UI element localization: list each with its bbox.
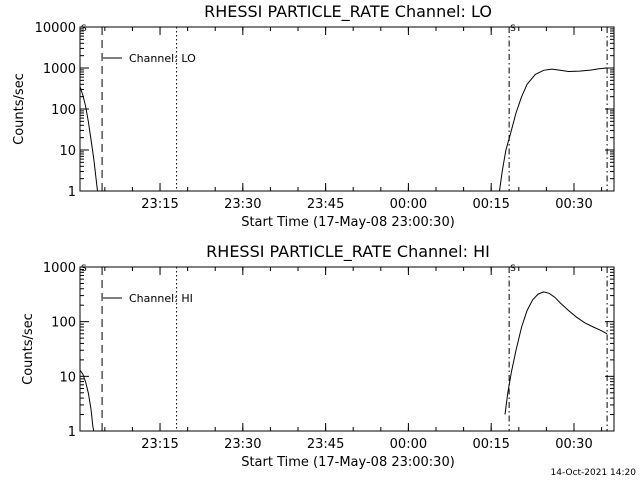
timestamp: 14-Oct-2021 14:20 (551, 468, 637, 478)
panel-hi-y-tick-label: 100 (51, 316, 76, 331)
panel-hi-xlabel: Start Time (17-May-08 23:00:30) (241, 455, 455, 470)
panel-lo-vlines: S (101, 24, 608, 191)
panel-hi-x-tick-label: 23:15 (141, 437, 178, 452)
panel-lo-x-tick-label: 00:30 (555, 197, 592, 212)
panel-lo-y-tick-label: 100 (51, 103, 76, 118)
panel-lo-series (79, 67, 608, 192)
panel-hi-series (79, 291, 608, 432)
panel-lo-legend-label: Channel: LO (129, 52, 196, 65)
panel-hi: RHESSI PARTICLE_RATE Channel: HI Start T… (21, 242, 615, 470)
panel-lo-x-tick-label: 00:15 (472, 197, 509, 212)
panel-hi-y-tick-label: 10 (59, 370, 76, 385)
panel-hi-y-tick-label: 1000 (43, 261, 76, 276)
panel-hi-marker-s-2: S (510, 264, 516, 274)
panel-lo-title: RHESSI PARTICLE_RATE Channel: LO (204, 2, 492, 22)
panel-lo-series-line (499, 67, 608, 192)
panel-lo: RHESSI PARTICLE_RATE Channel: LO Start T… (12, 2, 615, 230)
panel-lo-x-tick-label: 00:00 (390, 197, 427, 212)
panel-lo-marker-s-2: S (510, 24, 516, 34)
panel-hi-x-tick-label: 23:45 (307, 437, 344, 452)
panel-hi-series-line (79, 369, 95, 432)
panel-lo-xlabel: Start Time (17-May-08 23:00:30) (241, 215, 455, 230)
panel-hi-x-tick-label: 00:15 (472, 437, 509, 452)
panel-lo-y-tick-label: 10000 (35, 21, 76, 36)
panel-hi-x-tick-label: 00:00 (390, 437, 427, 452)
panel-hi-y-ticks: 1 10 100 1000 (43, 261, 614, 440)
panel-hi-y-tick-label: 1 (68, 425, 76, 440)
panel-lo-x-tick-label: 23:45 (307, 197, 344, 212)
panel-lo-series-line (79, 86, 98, 192)
panel-hi-x-tick-label: 00:30 (555, 437, 592, 452)
panel-hi-title: RHESSI PARTICLE_RATE Channel: HI (206, 242, 490, 262)
panel-hi-ylabel: Counts/sec (21, 313, 36, 385)
panel-lo-y-tick-label: 1000 (43, 62, 76, 77)
panel-hi-frame (79, 266, 615, 432)
panel-hi-vlines: S (101, 264, 608, 431)
panel-lo-y-tick-label: 1 (68, 185, 76, 200)
panel-lo-ylabel: Counts/sec (12, 73, 27, 145)
panel-lo-x-tick-label: 23:30 (224, 197, 261, 212)
panel-hi-x-ticks: 23:15 23:30 23:45 00:00 00:15 00:30 (104, 267, 603, 452)
panel-lo-y-tick-label: 10 (59, 144, 76, 159)
panel-hi-marker-s: S (81, 264, 87, 274)
panel-hi-series-line (504, 291, 608, 415)
panel-hi-x-tick-label: 23:30 (224, 437, 261, 452)
panel-lo-x-ticks: 23:15 23:30 23:45 00:00 00:15 00:30 (104, 27, 603, 212)
panel-lo-x-tick-label: 23:15 (141, 197, 178, 212)
panel-hi-legend-label: Channel: HI (129, 292, 193, 305)
